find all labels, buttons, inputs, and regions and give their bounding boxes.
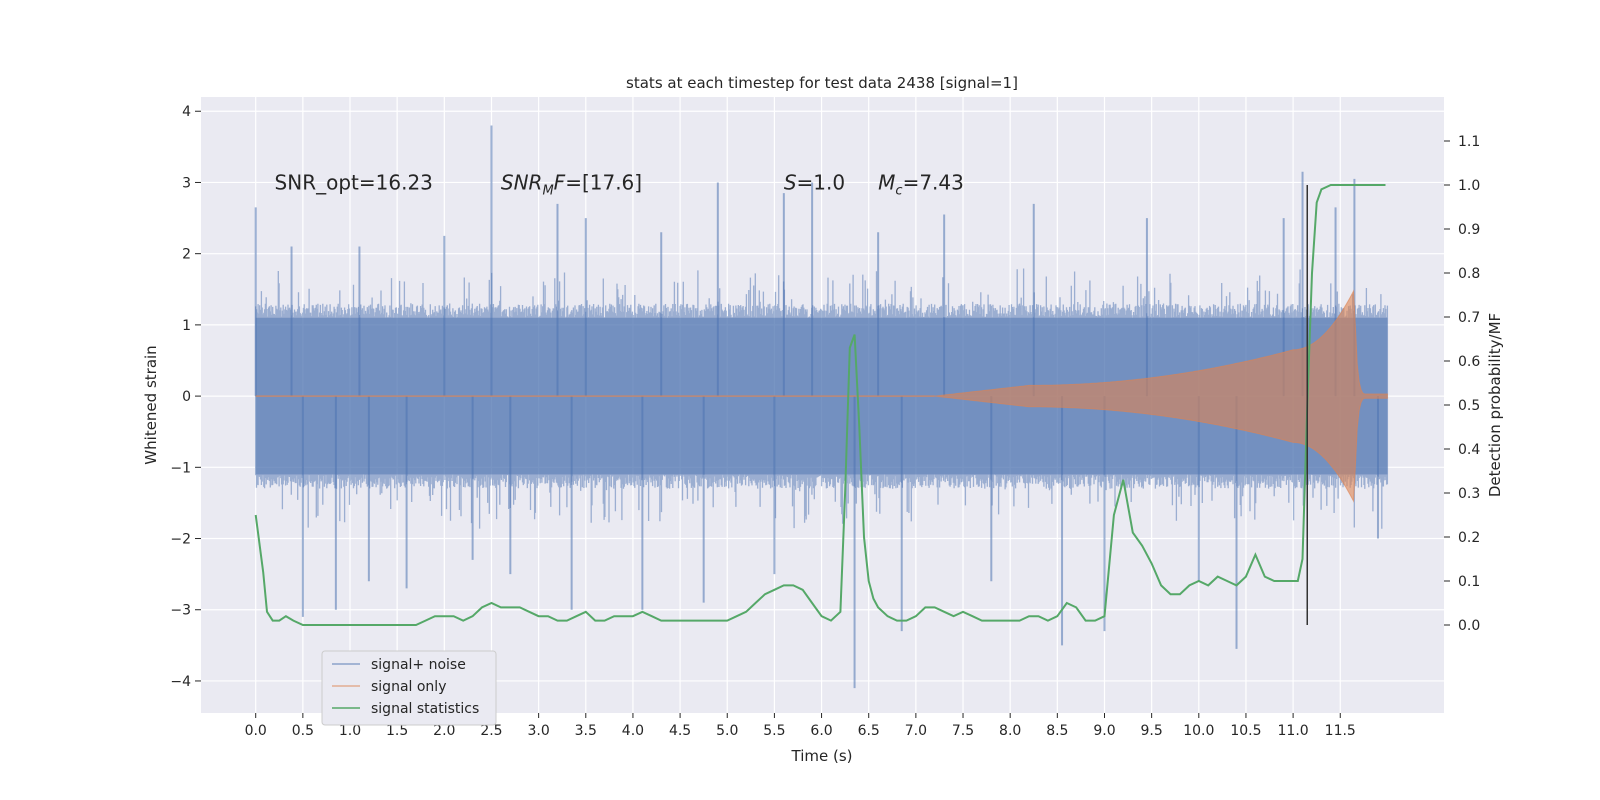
y-right-tick-label: 0.6 xyxy=(1458,354,1480,370)
signal-chirp xyxy=(934,289,1388,503)
signal-only-series xyxy=(255,289,1388,503)
annotation-snr-mf: SNRMF=[17.6] xyxy=(501,170,642,198)
y-axis-left-label: Whitened strain xyxy=(142,345,160,464)
y-right-tick-label: 0.8 xyxy=(1458,266,1480,282)
signal-statistics-line xyxy=(254,184,1386,626)
x-tick-label: 7.0 xyxy=(905,723,927,739)
legend: signal+ noise signal only signal statist… xyxy=(321,650,497,726)
x-tick-label: 6.5 xyxy=(858,723,880,739)
x-tick-label: 0.5 xyxy=(292,723,314,739)
x-tick-label: 4.0 xyxy=(622,723,644,739)
y-right-tick-label: 0.1 xyxy=(1458,574,1480,590)
y-left-tick-label: 0 xyxy=(182,389,191,405)
y-right-tick-label: 0.9 xyxy=(1458,222,1480,238)
x-axis-label: Time (s) xyxy=(791,747,853,765)
x-tick-label: 1.5 xyxy=(386,723,408,739)
y-left-tick-label: −2 xyxy=(170,532,191,548)
x-tick-label: 0.0 xyxy=(245,723,267,739)
annotations: SNR_opt=16.23 SNRMF=[17.6] S=1.0 Mc=7.43 xyxy=(275,170,964,198)
x-tick-label: 11.0 xyxy=(1278,723,1309,739)
y-right-tick-label: 0.2 xyxy=(1458,530,1480,546)
x-tick-label: 7.5 xyxy=(952,723,974,739)
y-axis-right-label: Detection probability/MF xyxy=(1486,313,1504,497)
y-right-tick-label: 1.0 xyxy=(1458,178,1480,194)
y-axis-left: −4 −3 −2 −1 0 1 2 3 4 xyxy=(170,104,201,690)
y-right-tick-label: 0.0 xyxy=(1458,618,1480,634)
signal-statistics-series xyxy=(254,184,1386,626)
x-tick-label: 10.0 xyxy=(1183,723,1214,739)
y-axis-right: 0.0 0.1 0.2 0.3 0.4 0.5 0.6 0.7 0.8 0.9 1.0 1.1 xyxy=(1444,134,1480,634)
y-left-tick-label: −3 xyxy=(170,603,191,619)
annotation-snr-opt: SNR_opt=16.23 xyxy=(275,170,433,194)
x-tick-label: 5.5 xyxy=(763,723,785,739)
x-tick-label: 9.5 xyxy=(1141,723,1163,739)
x-tick-label: 5.0 xyxy=(716,723,738,739)
x-tick-label: 3.0 xyxy=(527,723,549,739)
y-right-tick-label: 0.4 xyxy=(1458,442,1480,458)
y-left-tick-label: −4 xyxy=(170,674,191,690)
legend-label-signal: signal only xyxy=(371,679,446,695)
annotation-chirp-mass: Mc=7.43 xyxy=(878,170,964,198)
x-tick-label: 6.0 xyxy=(810,723,832,739)
chart-title: stats at each timestep for test data 243… xyxy=(626,74,1018,92)
y-left-tick-label: 3 xyxy=(182,175,191,191)
legend-label-noise: signal+ noise xyxy=(371,657,466,673)
y-right-tick-label: 0.5 xyxy=(1458,398,1480,414)
annotation-s-value: S=1.0 xyxy=(784,170,845,194)
y-left-tick-label: 1 xyxy=(182,318,191,334)
y-left-tick-label: 2 xyxy=(182,247,191,263)
x-tick-label: 2.5 xyxy=(480,723,502,739)
legend-box xyxy=(321,650,497,726)
x-tick-label: 3.5 xyxy=(575,723,597,739)
y-left-tick-label: 4 xyxy=(182,104,191,120)
y-left-tick-label: −1 xyxy=(170,460,191,476)
x-tick-label: 11.5 xyxy=(1325,723,1356,739)
legend-label-statistics: signal statistics xyxy=(371,701,479,717)
y-right-tick-label: 0.7 xyxy=(1458,310,1480,326)
x-tick-label: 2.0 xyxy=(433,723,455,739)
x-axis: 0.0 0.5 1.0 1.5 2.0 2.5 3.0 3.5 4.0 4.5 5.0 5.5 6.0 6… xyxy=(245,713,1356,739)
y-right-tick-label: 0.3 xyxy=(1458,486,1480,502)
x-tick-label: 8.0 xyxy=(999,723,1021,739)
x-tick-label: 1.0 xyxy=(339,723,361,739)
x-tick-label: 9.0 xyxy=(1093,723,1115,739)
y-right-tick-label: 1.1 xyxy=(1458,134,1480,150)
x-tick-label: 4.5 xyxy=(669,723,691,739)
x-tick-label: 10.5 xyxy=(1230,723,1261,739)
x-tick-label: 8.5 xyxy=(1046,723,1068,739)
